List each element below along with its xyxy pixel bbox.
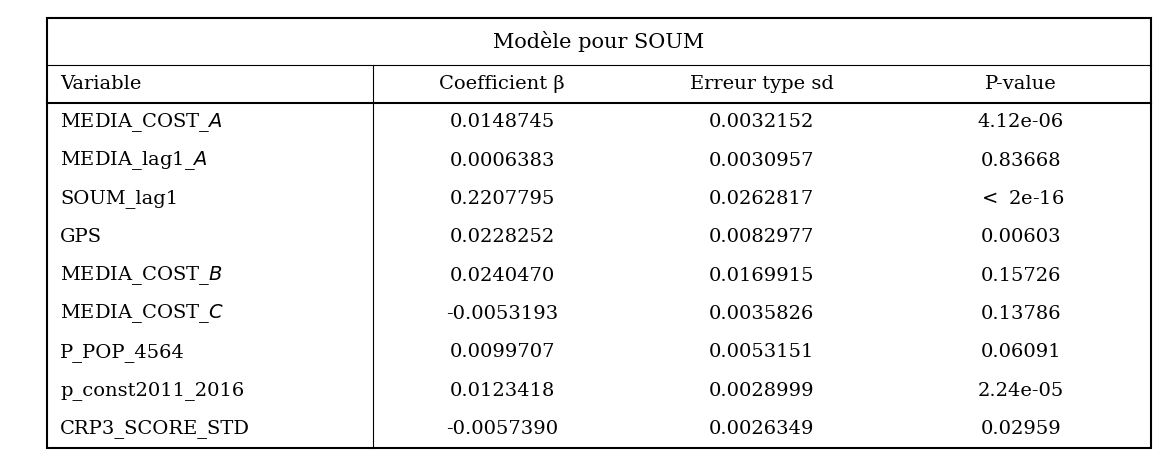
Text: 0.0099707: 0.0099707 [450, 343, 555, 361]
Text: 0.0123418: 0.0123418 [450, 382, 555, 400]
Text: 0.0240470: 0.0240470 [450, 267, 555, 285]
Text: 0.02959: 0.02959 [980, 420, 1061, 438]
Text: CRP3_SCORE_STD: CRP3_SCORE_STD [60, 419, 250, 438]
Text: p_const2011_2016: p_const2011_2016 [60, 381, 244, 400]
Text: MEDIA_COST_$\mathit{C}$: MEDIA_COST_$\mathit{C}$ [60, 303, 224, 325]
Text: 0.83668: 0.83668 [980, 152, 1061, 170]
Text: Modèle pour SOUM: Modèle pour SOUM [493, 31, 704, 52]
Text: P-value: P-value [985, 75, 1057, 93]
Text: 2.24e-05: 2.24e-05 [978, 382, 1064, 400]
Text: Coefficient β: Coefficient β [439, 75, 565, 93]
Text: 4.12e-06: 4.12e-06 [978, 113, 1064, 131]
Text: $<$ 2e-16: $<$ 2e-16 [978, 190, 1064, 208]
Text: 0.0169915: 0.0169915 [709, 267, 815, 285]
Text: 0.13786: 0.13786 [980, 305, 1061, 323]
Text: 0.0148745: 0.0148745 [450, 113, 555, 131]
Text: 0.0053151: 0.0053151 [709, 343, 815, 361]
Text: 0.0028999: 0.0028999 [709, 382, 815, 400]
Text: MEDIA_COST_$\mathit{B}$: MEDIA_COST_$\mathit{B}$ [60, 264, 223, 287]
Text: 0.15726: 0.15726 [980, 267, 1061, 285]
Text: 0.0035826: 0.0035826 [709, 305, 815, 323]
Text: Erreur type sd: Erreur type sd [689, 75, 834, 93]
Text: 0.00603: 0.00603 [980, 228, 1061, 246]
Text: 0.0228252: 0.0228252 [450, 228, 555, 246]
Text: 0.0030957: 0.0030957 [709, 152, 815, 170]
Text: Variable: Variable [60, 75, 142, 93]
Text: MEDIA_COST_$\mathit{A}$: MEDIA_COST_$\mathit{A}$ [60, 111, 223, 134]
Text: 0.2207795: 0.2207795 [450, 190, 555, 208]
Text: P_POP_4564: P_POP_4564 [60, 343, 185, 362]
Text: -0.0057390: -0.0057390 [446, 420, 559, 438]
Text: 0.0026349: 0.0026349 [709, 420, 815, 438]
Text: SOUM_lag1: SOUM_lag1 [60, 189, 178, 208]
Text: 0.0032152: 0.0032152 [709, 113, 815, 131]
Text: GPS: GPS [60, 228, 102, 246]
Text: -0.0053193: -0.0053193 [446, 305, 559, 323]
Text: 0.0006383: 0.0006383 [450, 152, 555, 170]
Text: 0.0082977: 0.0082977 [709, 228, 815, 246]
Text: 0.06091: 0.06091 [980, 343, 1061, 361]
Text: 0.0262817: 0.0262817 [709, 190, 814, 208]
Text: MEDIA_lag1_$\mathit{A}$: MEDIA_lag1_$\mathit{A}$ [60, 149, 208, 172]
